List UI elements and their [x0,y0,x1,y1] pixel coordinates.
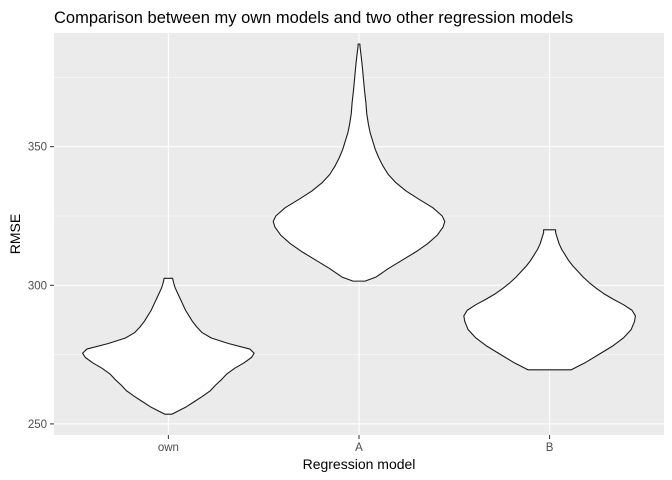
y-tick-label: 250 [28,419,47,431]
y-tick-label: 300 [28,280,47,292]
violin-b [463,229,636,371]
y-axis: 250 300 350 [28,142,54,431]
x-tick-label: A [355,442,363,454]
x-tick-label: own [158,442,179,454]
x-tick-label: B [546,442,554,454]
violin-a [272,43,446,282]
y-axis-title: RMSE [7,214,23,254]
y-tick-label: 350 [28,142,47,154]
violins [82,43,636,415]
violin-own [82,277,255,415]
x-axis-title: Regression model [303,456,416,472]
x-axis: own A B [158,435,554,454]
chart-title: Comparison between my own models and two… [54,9,573,27]
